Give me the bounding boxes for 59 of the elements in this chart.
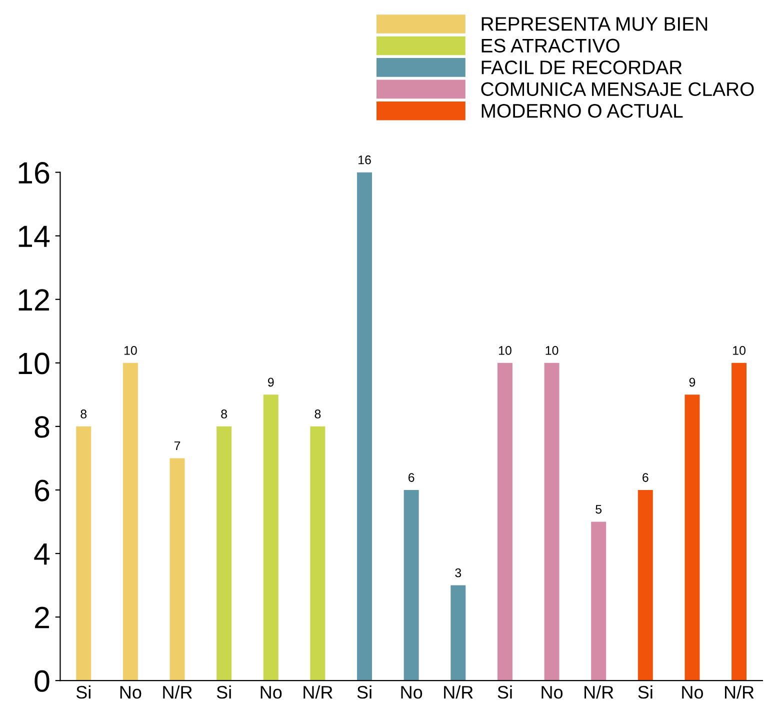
y-tick-label: 12 — [18, 289, 49, 310]
x-tick-label: Si — [76, 685, 90, 699]
x-tick-label: No — [682, 686, 704, 699]
data-label: 10 — [498, 346, 512, 355]
bar — [122, 362, 138, 681]
data-label: 6 — [408, 473, 414, 482]
legend-label: COMUNICA MENSAJE CLARO — [481, 82, 754, 96]
legend-label: REPRESENTA MUY BIEN — [482, 17, 708, 31]
x-tick-label: No — [260, 686, 282, 699]
bar — [684, 394, 700, 681]
y-tick-label: 8 — [34, 416, 50, 438]
bar — [591, 522, 606, 681]
y-tick-label: 10 — [18, 352, 50, 374]
x-tick-label: Si — [638, 685, 652, 699]
data-label: 6 — [642, 473, 648, 482]
y-tick-label: 2 — [35, 606, 49, 628]
x-tick-label: No — [120, 686, 142, 699]
x-tick-label: No — [401, 686, 422, 699]
y-tick-label: 6 — [35, 480, 50, 502]
x-tick-label: N/R — [304, 685, 332, 699]
bar — [497, 362, 512, 681]
data-label: 9 — [689, 378, 696, 387]
legend-label: MODERNO O ACTUAL — [482, 104, 683, 118]
data-label: 10 — [546, 346, 558, 355]
bar — [638, 490, 653, 681]
bar — [732, 362, 747, 681]
x-tick-label: N/R — [444, 685, 473, 699]
bar — [216, 426, 232, 681]
data-label: 16 — [358, 155, 371, 164]
data-label: 8 — [221, 410, 227, 418]
data-label: 3 — [455, 568, 462, 578]
x-tick-label: N/R — [163, 685, 192, 699]
x-tick-label: Si — [357, 685, 372, 699]
data-label: 10 — [124, 346, 137, 355]
bar — [170, 458, 185, 681]
x-tick-label: N/R — [584, 685, 614, 699]
data-label: 8 — [80, 410, 87, 418]
x-tick-label: N/R — [724, 685, 754, 699]
data-label: 10 — [733, 346, 746, 355]
x-tick-label: Si — [498, 685, 512, 699]
x-tick-label: Si — [216, 685, 231, 699]
data-label: 7 — [174, 441, 180, 450]
data-label: 5 — [596, 504, 602, 514]
bar — [76, 426, 92, 681]
x-tick-label: No — [542, 686, 563, 699]
bar — [357, 172, 372, 681]
y-tick-label: 14 — [18, 226, 50, 247]
bar — [544, 362, 560, 681]
data-label: 8 — [314, 410, 321, 418]
bar — [404, 490, 419, 681]
data-label: 9 — [268, 378, 274, 387]
bar — [310, 426, 326, 681]
legend-label: FACIL DE RECORDAR — [482, 60, 682, 74]
y-tick-label: 0 — [34, 670, 50, 692]
y-tick-label: 16 — [18, 162, 50, 184]
legend-label: ES ATRACTIVO — [482, 38, 620, 53]
bar — [450, 585, 466, 681]
y-tick-label: 4 — [34, 544, 50, 565]
bar — [263, 394, 278, 681]
